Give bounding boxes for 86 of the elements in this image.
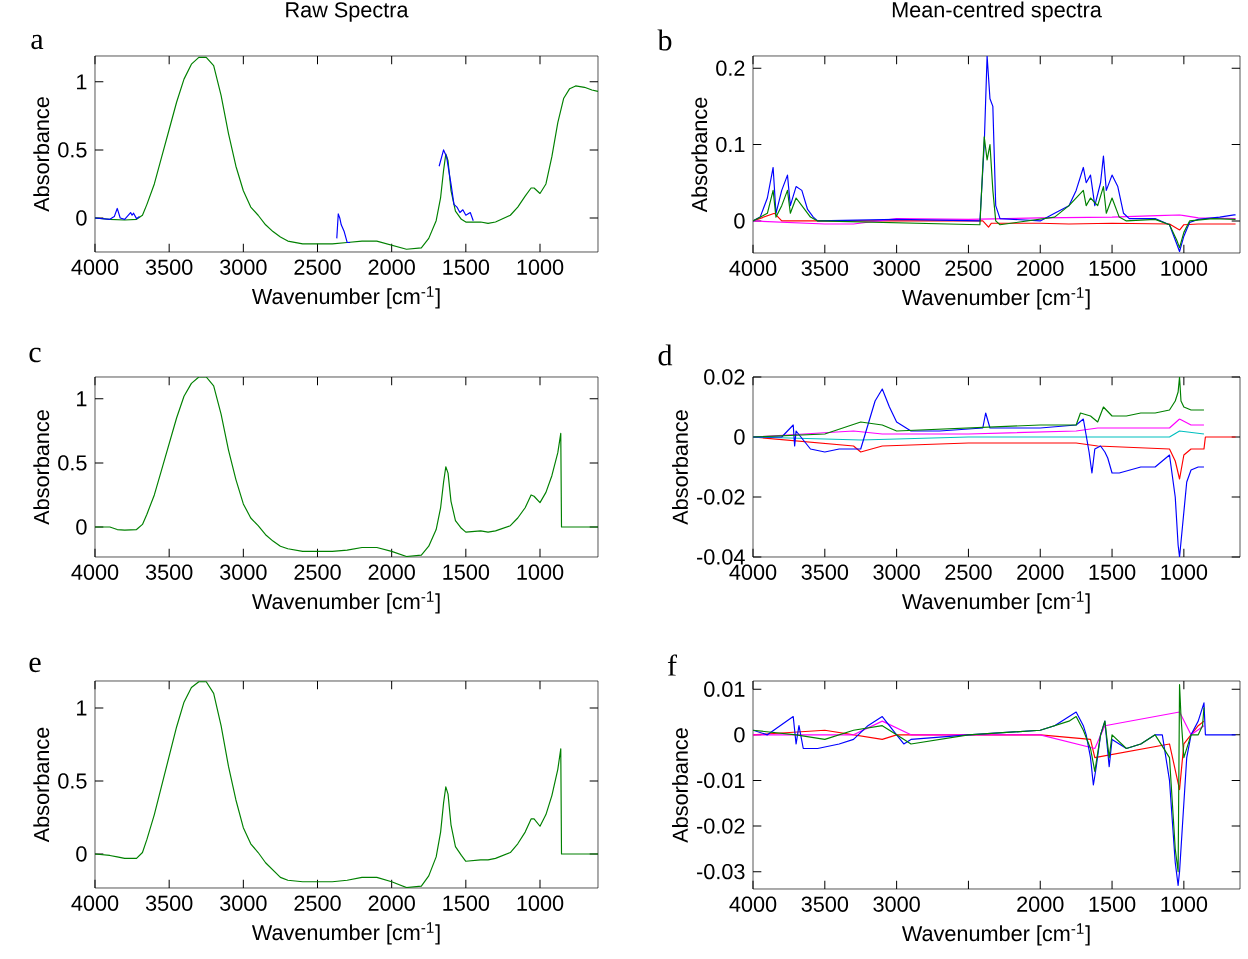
line-series xyxy=(753,684,1205,873)
x-tick-label: 3000 xyxy=(220,259,267,275)
y-axis-title: Absorbance xyxy=(33,97,50,212)
x-tick-label: 1500 xyxy=(1089,260,1136,276)
x-tick-label: 4000 xyxy=(71,564,119,580)
text: c xyxy=(29,347,41,363)
x-tick-label: 1000 xyxy=(517,895,564,911)
x-tick-label: 2000 xyxy=(1017,564,1064,580)
x-tick-label: 3000 xyxy=(873,260,920,276)
x-tick-label: 4000 xyxy=(729,260,777,276)
y-tick-label: 0 xyxy=(734,727,745,743)
y-tick-label: 1 xyxy=(77,700,87,716)
x-tick-label: 4000 xyxy=(729,896,777,912)
y-tick-label: 0.5 xyxy=(58,773,87,789)
x-tick-label: 2000 xyxy=(368,564,415,580)
x-tick-label: 1000 xyxy=(517,564,564,580)
line-series xyxy=(753,214,1237,225)
x-axis-title: Wavenumber [cm$^{-1}$] xyxy=(251,591,440,614)
text: a xyxy=(31,34,44,50)
x-tick-label: 4000 xyxy=(729,564,777,580)
y-axis-title: Absorbance xyxy=(672,728,688,843)
x-tick-label: 2000 xyxy=(368,895,415,911)
y-axis-title: Absorbance xyxy=(672,410,688,525)
x-tick-label: 3000 xyxy=(220,895,267,911)
text: f xyxy=(667,654,677,676)
y-tick-label: 0 xyxy=(76,846,87,862)
text: e xyxy=(29,657,41,673)
x-tick-label: 1000 xyxy=(1161,896,1208,912)
x-tick-label: 2500 xyxy=(294,895,341,911)
x-tick-label: 3500 xyxy=(801,260,849,276)
y-tick-label: 0.5 xyxy=(58,142,87,158)
x-tick-label: 2500 xyxy=(945,260,992,276)
y-tick-label: -0.02 xyxy=(697,818,745,834)
x-tick-label: 1500 xyxy=(443,895,490,911)
y-tick-label: 0 xyxy=(76,210,87,226)
x-tick-label: 3500 xyxy=(145,564,193,580)
x-tick-label: 3000 xyxy=(220,564,267,580)
x-tick-label: 2500 xyxy=(294,259,341,275)
x-tick-label: 1000 xyxy=(1161,260,1208,276)
y-tick-label: 0.02 xyxy=(704,369,745,385)
chart-title: Mean-centred spectra xyxy=(892,1,1102,22)
x-tick-label: 2500 xyxy=(294,564,341,580)
x-tick-label: 3500 xyxy=(145,259,193,275)
x-tick-label: 1000 xyxy=(517,259,564,275)
line-series xyxy=(753,711,1205,750)
x-axis-title: Wavenumber [cm$^{-1}$] xyxy=(901,591,1090,614)
y-tick-label: 0 xyxy=(734,429,745,445)
x-axis-title: Wavenumber [cm$^{-1}$] xyxy=(901,923,1090,946)
x-tick-label: 2500 xyxy=(945,564,992,580)
y-tick-label: 0.2 xyxy=(716,60,745,76)
text: d xyxy=(658,344,673,366)
y-tick-label: 0.5 xyxy=(58,455,87,471)
x-tick-label: 3000 xyxy=(873,564,920,580)
y-tick-label: 1 xyxy=(77,74,87,90)
x-tick-label: 1000 xyxy=(1161,564,1208,580)
x-tick-label: 4000 xyxy=(71,895,119,911)
x-tick-label: 2000 xyxy=(1017,896,1064,912)
y-tick-label: 1 xyxy=(77,391,87,407)
x-tick-label: 1500 xyxy=(1089,896,1136,912)
x-tick-label: 2000 xyxy=(1017,260,1064,276)
x-tick-label: 1500 xyxy=(443,259,490,275)
text: b xyxy=(657,29,672,51)
y-tick-label: 0.01 xyxy=(704,681,745,697)
x-axis-title: Wavenumber [cm$^{-1}$] xyxy=(251,922,440,945)
x-tick-label: 1500 xyxy=(1089,564,1136,580)
x-tick-label: 3500 xyxy=(145,895,193,911)
y-axis-title: Absorbance xyxy=(33,410,50,525)
x-tick-label: 4000 xyxy=(71,259,119,275)
y-axis-title: Absorbance xyxy=(691,97,708,213)
x-tick-label: 3500 xyxy=(801,896,849,912)
x-tick-label: 1500 xyxy=(443,564,490,580)
x-tick-label: 3500 xyxy=(801,564,849,580)
x-axis-title: Wavenumber [cm$^{-1}$] xyxy=(251,286,440,309)
line-series xyxy=(753,136,1237,249)
y-tick-label: -0.03 xyxy=(697,863,745,880)
x-tick-label: 2000 xyxy=(368,259,415,275)
x-tick-label: 3000 xyxy=(873,896,920,912)
y-tick-label: -0.01 xyxy=(697,772,745,789)
y-axis-title: Absorbance xyxy=(33,727,50,843)
chart-title: Raw Spectra xyxy=(286,2,409,22)
y-tick-label: 0 xyxy=(76,519,87,535)
y-tick-label: 0.1 xyxy=(716,136,745,153)
y-tick-label: -0.02 xyxy=(697,489,745,505)
x-axis-title: Wavenumber [cm$^{-1}$] xyxy=(901,287,1090,310)
y-tick-label: -0.04 xyxy=(697,549,745,565)
y-tick-label: 0 xyxy=(734,213,745,229)
